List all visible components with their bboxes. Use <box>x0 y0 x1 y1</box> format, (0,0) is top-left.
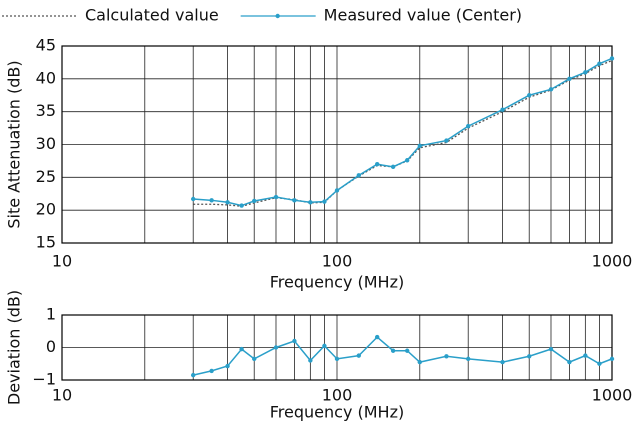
y-axis-label: Deviation (dB) <box>5 290 24 405</box>
legend-marker <box>275 13 280 19</box>
data-point <box>567 76 572 82</box>
data-point <box>390 348 396 353</box>
data-point <box>252 198 257 204</box>
data-point <box>417 359 422 365</box>
data-point <box>308 358 313 363</box>
data-point <box>322 199 327 204</box>
y-tick-label: 15 <box>36 233 56 252</box>
data-point <box>609 356 615 362</box>
series-line <box>193 59 613 207</box>
data-point <box>466 123 471 129</box>
data-point <box>500 107 505 112</box>
data-point <box>225 200 230 205</box>
y-tick-label: 25 <box>36 167 56 186</box>
x-tick-label: 1000 <box>592 252 633 271</box>
data-point <box>356 353 361 358</box>
data-point <box>322 343 327 349</box>
y-tick-label: 30 <box>36 134 56 153</box>
data-point <box>191 372 196 378</box>
data-point <box>209 198 214 203</box>
x-tick-label: 1000 <box>592 386 633 405</box>
data-point <box>548 346 554 352</box>
data-point <box>374 334 380 340</box>
y-tick-label: 1 <box>46 305 56 324</box>
legend-label: Calculated value <box>85 6 219 25</box>
data-point <box>273 194 279 200</box>
data-point <box>374 162 380 167</box>
x-tick-label: 100 <box>322 252 353 271</box>
data-point <box>597 61 602 66</box>
data-point <box>273 345 279 350</box>
plot-frame <box>61 45 613 244</box>
data-point <box>356 173 361 178</box>
data-point <box>417 143 422 149</box>
y-tick-label: 35 <box>36 101 56 120</box>
data-point <box>527 93 532 98</box>
data-point <box>209 368 214 374</box>
data-point <box>390 164 396 170</box>
data-point <box>252 356 257 362</box>
data-point <box>239 203 244 208</box>
data-point <box>597 361 602 366</box>
series-line <box>193 336 613 376</box>
data-point <box>239 346 244 352</box>
data-point <box>308 200 313 205</box>
legend-label: Measured value (Center) <box>324 6 522 25</box>
data-point <box>548 87 554 92</box>
y-tick-label: 20 <box>36 200 56 219</box>
data-point <box>444 354 449 359</box>
x-tick-label: 100 <box>322 386 353 405</box>
data-point <box>583 70 588 75</box>
y-axis-label: Site Attenuation (dB) <box>5 60 24 228</box>
y-tick-label: 40 <box>36 68 56 87</box>
data-point <box>334 356 340 362</box>
data-point <box>292 338 297 344</box>
data-point <box>191 196 196 202</box>
data-point <box>567 359 572 365</box>
data-point <box>404 348 410 353</box>
data-point <box>404 158 410 163</box>
data-point <box>225 363 230 369</box>
data-point <box>500 359 505 365</box>
data-point <box>334 188 340 193</box>
x-tick-label: 10 <box>52 252 72 271</box>
data-point <box>527 354 532 359</box>
y-tick-label: 45 <box>36 36 56 55</box>
data-point <box>292 198 297 203</box>
data-point <box>583 353 588 358</box>
data-point <box>444 138 449 143</box>
y-tick-label: −1 <box>32 370 56 389</box>
plot-frame <box>61 314 613 381</box>
x-axis-label: Frequency (MHz) <box>270 273 404 292</box>
series-line <box>193 57 613 207</box>
data-point <box>466 356 471 362</box>
x-axis-label: Frequency (MHz) <box>270 403 404 422</box>
y-tick-label: 0 <box>46 337 56 356</box>
data-point <box>609 56 615 61</box>
x-tick-label: 10 <box>52 386 72 405</box>
